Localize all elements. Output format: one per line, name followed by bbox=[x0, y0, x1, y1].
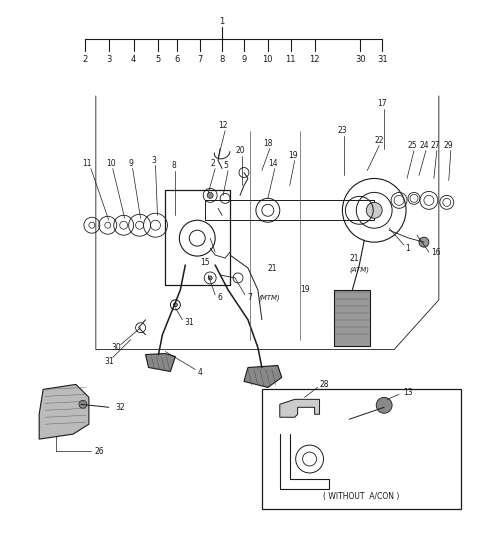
Polygon shape bbox=[244, 366, 282, 387]
Text: 3: 3 bbox=[106, 55, 111, 64]
Text: 10: 10 bbox=[263, 55, 273, 64]
Text: 8: 8 bbox=[171, 161, 176, 170]
Text: 30: 30 bbox=[112, 343, 121, 352]
Text: 27: 27 bbox=[430, 141, 440, 150]
Text: (MTM): (MTM) bbox=[259, 295, 281, 301]
Polygon shape bbox=[39, 384, 89, 439]
Text: 12: 12 bbox=[218, 122, 228, 130]
Text: 11: 11 bbox=[286, 55, 296, 64]
Text: 15: 15 bbox=[200, 258, 210, 267]
Circle shape bbox=[173, 303, 178, 307]
Text: 31: 31 bbox=[104, 357, 114, 366]
Text: 25: 25 bbox=[407, 141, 417, 150]
Polygon shape bbox=[145, 354, 175, 372]
Text: 19: 19 bbox=[300, 286, 310, 294]
Text: 31: 31 bbox=[184, 318, 194, 327]
Text: 8: 8 bbox=[219, 55, 225, 64]
Text: 12: 12 bbox=[309, 55, 320, 64]
Text: 21: 21 bbox=[349, 254, 359, 262]
Text: (ATM): (ATM) bbox=[349, 267, 369, 273]
Text: 7: 7 bbox=[198, 55, 203, 64]
Text: 32: 32 bbox=[116, 403, 125, 412]
Text: 1: 1 bbox=[219, 17, 225, 26]
Text: 14: 14 bbox=[268, 159, 277, 168]
Text: 28: 28 bbox=[320, 380, 329, 389]
Text: 7: 7 bbox=[247, 293, 252, 302]
Bar bbox=[262, 389, 461, 509]
Text: 26: 26 bbox=[95, 447, 105, 456]
Bar bbox=[205, 200, 374, 220]
Text: 5: 5 bbox=[224, 161, 228, 170]
Text: 3: 3 bbox=[151, 156, 156, 165]
Text: 6: 6 bbox=[175, 55, 180, 64]
Polygon shape bbox=[335, 290, 370, 346]
Text: 9: 9 bbox=[241, 55, 247, 64]
Text: 6: 6 bbox=[217, 293, 222, 302]
Text: 4: 4 bbox=[197, 368, 202, 377]
Text: 10: 10 bbox=[106, 159, 116, 168]
Text: 11: 11 bbox=[82, 159, 92, 168]
Text: 4: 4 bbox=[131, 55, 136, 64]
Text: 13: 13 bbox=[403, 388, 413, 397]
Text: 2: 2 bbox=[82, 55, 87, 64]
Text: 19: 19 bbox=[288, 151, 298, 160]
Text: 5: 5 bbox=[156, 55, 161, 64]
Circle shape bbox=[208, 276, 212, 280]
Text: 17: 17 bbox=[377, 99, 387, 109]
Text: 24: 24 bbox=[419, 141, 429, 150]
Text: 20: 20 bbox=[235, 146, 245, 155]
Text: 16: 16 bbox=[431, 248, 441, 256]
Text: 1: 1 bbox=[405, 244, 410, 253]
Circle shape bbox=[207, 192, 213, 198]
Circle shape bbox=[376, 397, 392, 413]
Text: 2: 2 bbox=[211, 159, 216, 168]
Text: 23: 23 bbox=[337, 126, 347, 135]
Circle shape bbox=[419, 237, 429, 247]
Text: 30: 30 bbox=[355, 55, 366, 64]
Text: 31: 31 bbox=[377, 55, 387, 64]
Text: ( WITHOUT  A/CON ): ( WITHOUT A/CON ) bbox=[323, 492, 399, 501]
Text: 22: 22 bbox=[374, 136, 384, 145]
Circle shape bbox=[366, 202, 382, 218]
Text: 18: 18 bbox=[263, 139, 273, 148]
Text: 9: 9 bbox=[128, 159, 133, 168]
Text: 21: 21 bbox=[267, 264, 276, 273]
Polygon shape bbox=[280, 400, 320, 417]
Circle shape bbox=[79, 400, 87, 408]
Text: 29: 29 bbox=[444, 141, 454, 150]
